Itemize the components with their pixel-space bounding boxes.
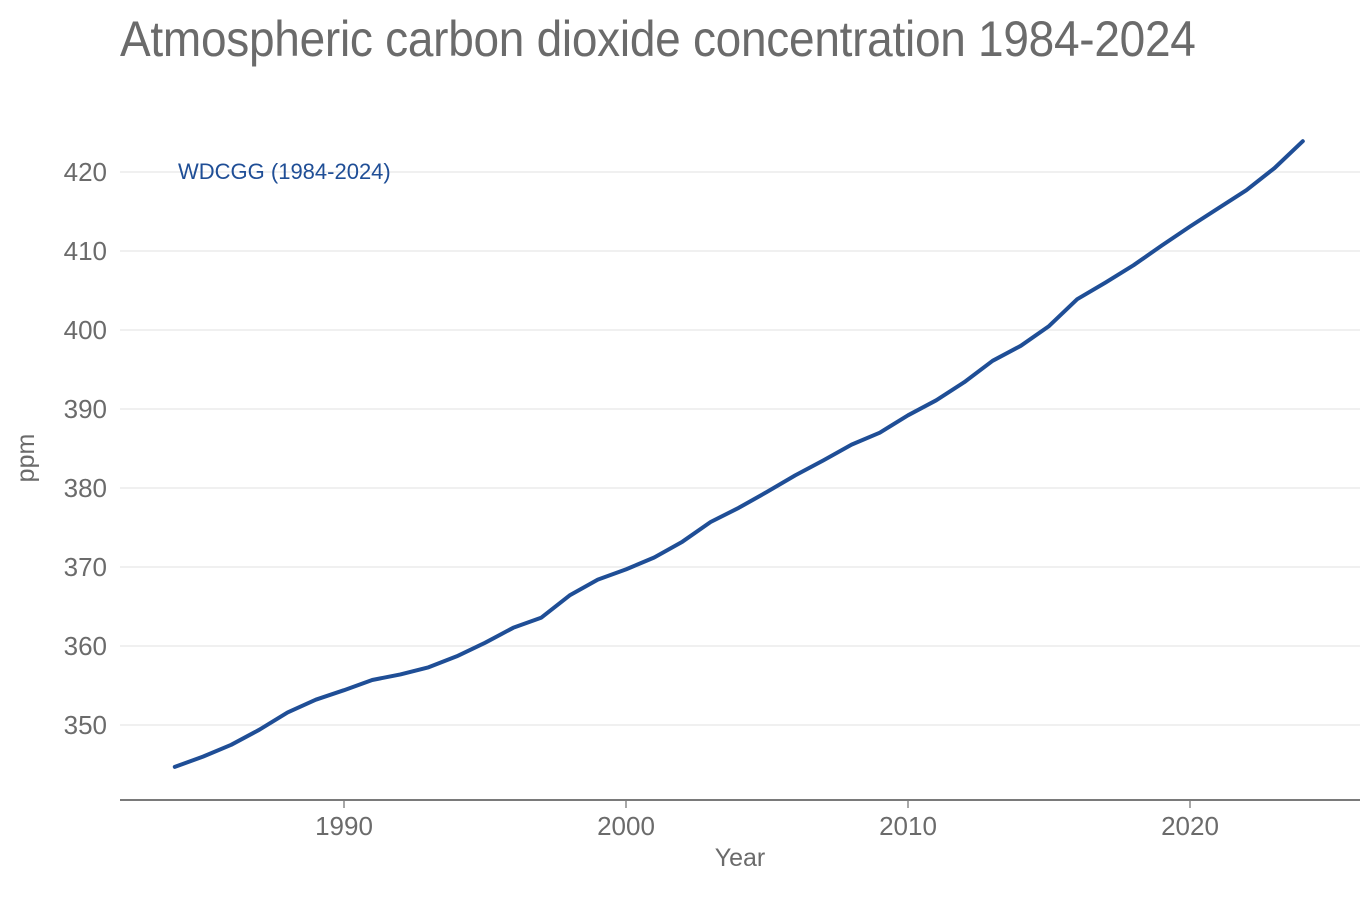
- data-point-1990[interactable]: [341, 687, 347, 693]
- x-tick-label-2020: 2020: [1161, 811, 1219, 841]
- data-point-2007[interactable]: [820, 457, 826, 463]
- y-axis-title: ppm: [12, 434, 40, 483]
- data-point-1996[interactable]: [510, 625, 516, 631]
- series-line-0[interactable]: [172, 139, 1305, 769]
- data-point-2005[interactable]: [764, 489, 770, 495]
- data-point-2012[interactable]: [961, 379, 967, 385]
- y-tick-label-380: 380: [64, 473, 107, 503]
- y-tick-label-400: 400: [64, 315, 107, 345]
- y-tick-label-370: 370: [64, 552, 107, 582]
- data-point-2017[interactable]: [1102, 280, 1108, 286]
- data-point-2008[interactable]: [849, 442, 855, 448]
- data-point-2003[interactable]: [708, 519, 714, 525]
- data-point-2006[interactable]: [792, 472, 798, 478]
- data-point-2010[interactable]: [905, 412, 911, 418]
- chart-title: Atmospheric carbon dioxide concentration…: [120, 11, 1196, 67]
- x-tick-label-2000: 2000: [597, 811, 655, 841]
- data-point-1989[interactable]: [313, 697, 319, 703]
- data-point-1984[interactable]: [172, 764, 178, 770]
- data-point-2009[interactable]: [877, 430, 883, 436]
- y-tick-label-410: 410: [64, 236, 107, 266]
- y-tick-label-390: 390: [64, 394, 107, 424]
- data-point-2018[interactable]: [1131, 262, 1137, 268]
- series-lines: [172, 138, 1306, 770]
- data-point-2020[interactable]: [1187, 224, 1193, 230]
- data-point-2023[interactable]: [1272, 165, 1278, 171]
- y-axis-tick-labels: 350 360 370 380 390 400 410 420: [64, 157, 107, 740]
- gridlines: [120, 171, 1360, 726]
- data-point-2013[interactable]: [990, 358, 996, 364]
- y-tick-label-420: 420: [64, 157, 107, 187]
- data-point-2014[interactable]: [1018, 343, 1024, 349]
- data-point-1985[interactable]: [200, 754, 206, 760]
- data-point-1991[interactable]: [369, 677, 375, 683]
- data-point-2011[interactable]: [933, 397, 939, 403]
- data-point-2016[interactable]: [1074, 296, 1080, 302]
- data-point-1999[interactable]: [595, 577, 601, 583]
- data-point-2015[interactable]: [1046, 323, 1052, 329]
- x-axis: 1990 2000 2010 2020: [120, 799, 1360, 841]
- data-point-2021[interactable]: [1215, 205, 1221, 211]
- data-point-2019[interactable]: [1159, 242, 1165, 248]
- data-point-1993[interactable]: [426, 664, 432, 670]
- data-point-1998[interactable]: [567, 592, 573, 598]
- legend-label-wdcgg[interactable]: WDCGG (1984-2024): [178, 159, 391, 184]
- data-point-2004[interactable]: [736, 505, 742, 511]
- x-axis-title: Year: [715, 844, 766, 872]
- data-point-2002[interactable]: [679, 539, 685, 545]
- data-point-1986[interactable]: [228, 742, 234, 748]
- y-tick-label-360: 360: [64, 631, 107, 661]
- data-point-2024[interactable]: [1300, 138, 1306, 144]
- y-tick-label-350: 350: [64, 710, 107, 740]
- data-point-1987[interactable]: [256, 727, 262, 733]
- x-tick-label-1990: 1990: [315, 811, 373, 841]
- data-point-1995[interactable]: [482, 640, 488, 646]
- data-point-1992[interactable]: [397, 671, 403, 677]
- x-tick-label-2010: 2010: [879, 811, 937, 841]
- data-point-2000[interactable]: [623, 566, 629, 572]
- data-point-1997[interactable]: [538, 615, 544, 621]
- data-point-2022[interactable]: [1243, 187, 1249, 193]
- data-point-2001[interactable]: [651, 555, 657, 561]
- data-point-1994[interactable]: [454, 653, 460, 659]
- data-point-1988[interactable]: [285, 709, 291, 715]
